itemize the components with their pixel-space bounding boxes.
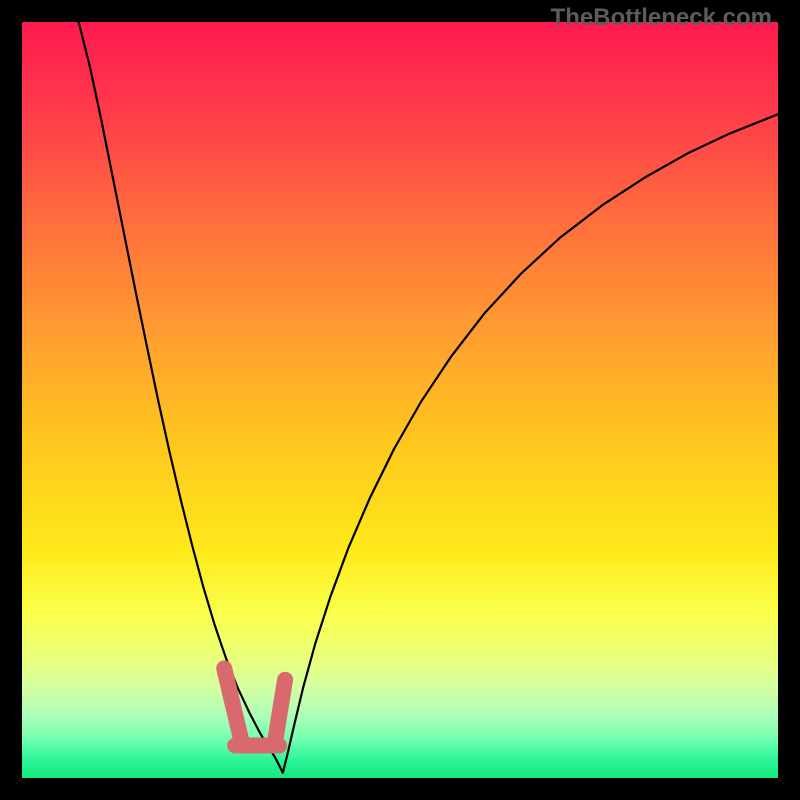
watermark-text: TheBottleneck.com bbox=[551, 4, 772, 32]
plot-area bbox=[22, 22, 778, 778]
chart-frame: TheBottleneck.com bbox=[0, 0, 800, 800]
marker-left bbox=[224, 668, 241, 740]
bottleneck-curve-svg bbox=[22, 22, 778, 778]
bottleneck-curve-path bbox=[79, 22, 778, 773]
frame-border-left bbox=[0, 0, 22, 800]
frame-border-bottom bbox=[0, 778, 800, 800]
marker-right bbox=[275, 680, 285, 740]
marker-group bbox=[224, 668, 285, 745]
frame-border-right bbox=[778, 0, 800, 800]
